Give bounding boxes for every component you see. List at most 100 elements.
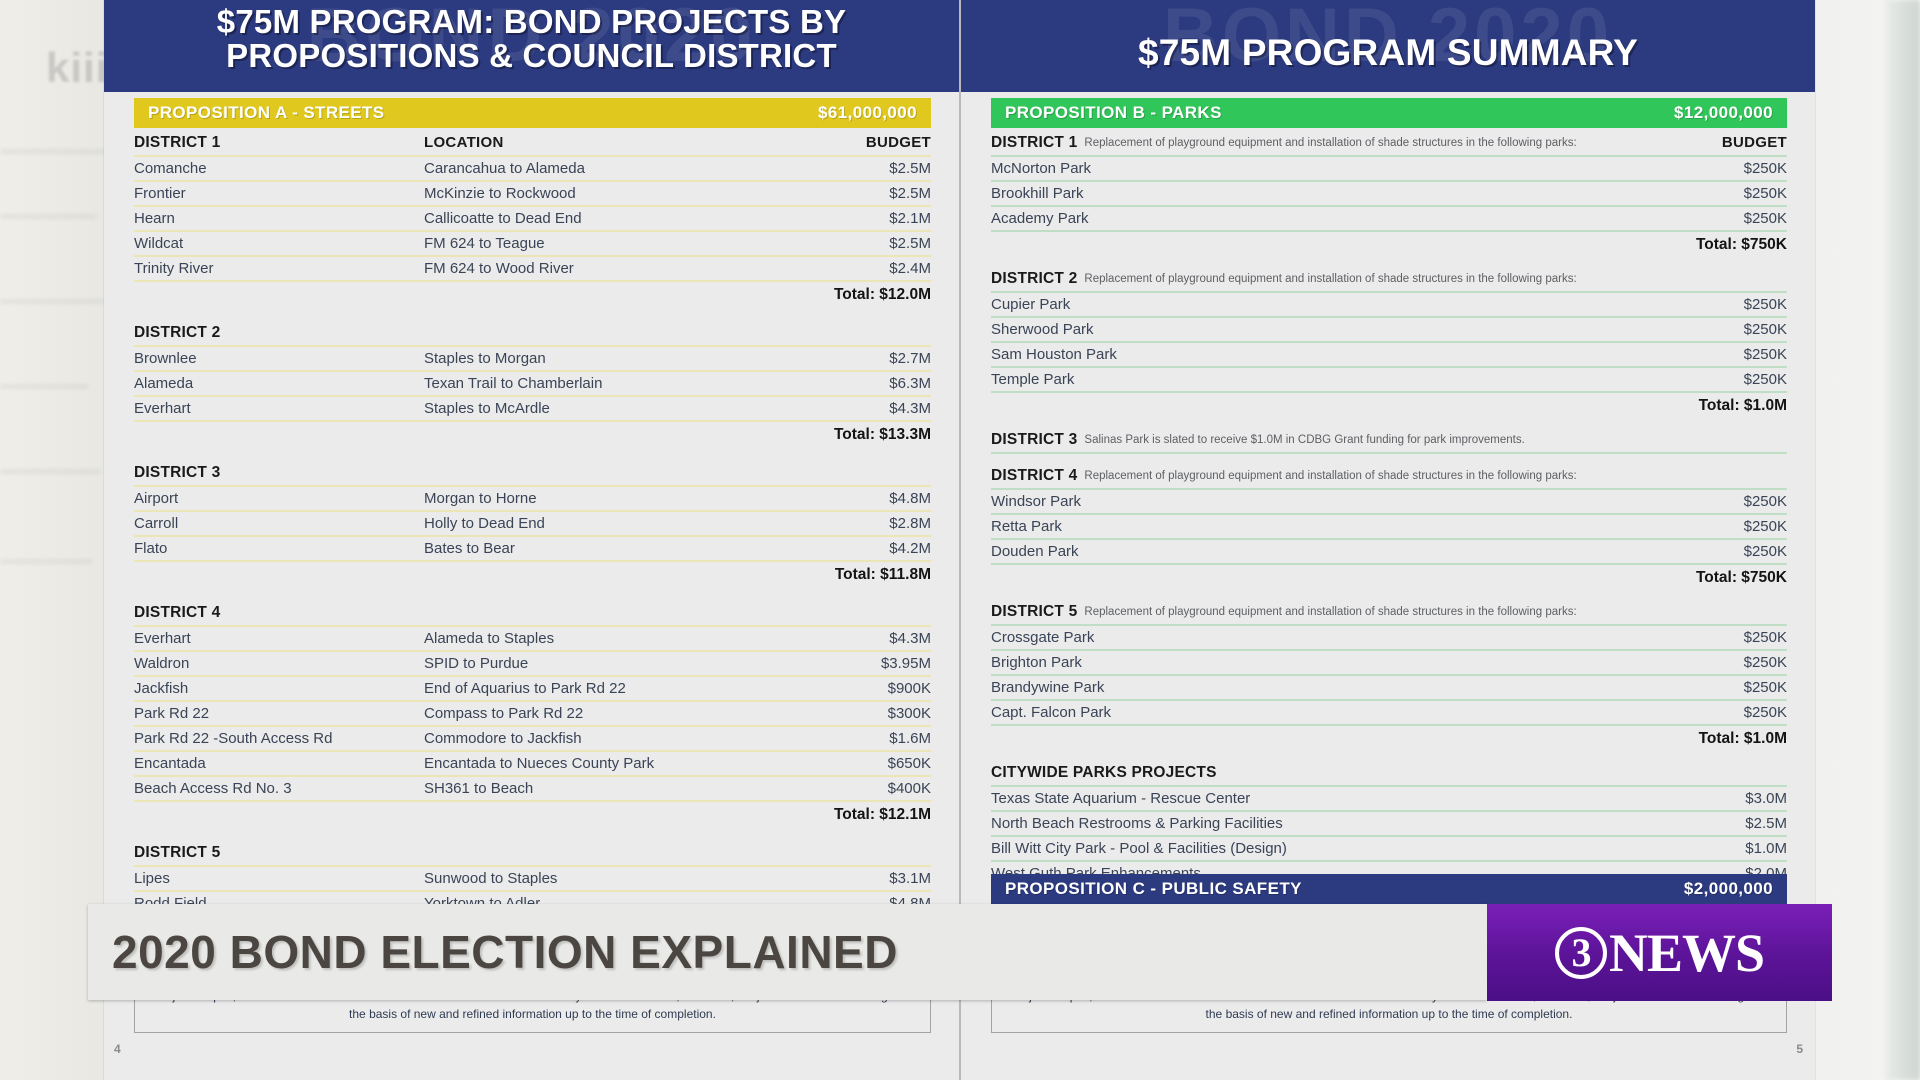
- proposition-a-amount: $61,000,000: [818, 103, 917, 122]
- table-row: Capt. Falcon Park $250K: [991, 701, 1787, 726]
- proposition-c-label: PROPOSITION C - PUBLIC SAFETY: [1005, 879, 1302, 898]
- table-row: Trinity River FM 624 to Wood River $2.4M: [134, 257, 931, 282]
- park-name: Sam Houston Park: [991, 346, 1117, 363]
- table-row: Brandywine Park $250K: [991, 676, 1787, 701]
- street-name: Comanche: [134, 160, 207, 177]
- street-budget: $3.1M: [889, 870, 931, 887]
- district-label: DISTRICT 1: [134, 133, 221, 151]
- street-location: Carancahua to Alameda: [424, 160, 585, 177]
- table-row: Windsor Park $250K: [991, 490, 1787, 515]
- slide-page-left: BOND 2020 $75M PROGRAM: BOND PROJECTS BY…: [104, 0, 959, 1080]
- park-budget: $250K: [1743, 371, 1787, 388]
- district-total-row: Total: $750K: [991, 232, 1787, 257]
- street-location: Morgan to Horne: [424, 490, 537, 507]
- chyron-banner: 2020 BOND ELECTION EXPLAINED: [88, 904, 1487, 1000]
- right-title: $75M PROGRAM SUMMARY: [1137, 32, 1639, 73]
- district-label: DISTRICT 2: [134, 323, 221, 341]
- street-location: Bates to Bear: [424, 540, 515, 557]
- table-row: Jackfish End of Aquarius to Park Rd 22 $90…: [134, 677, 931, 702]
- street-location: FM 624 to Teague: [424, 235, 545, 252]
- table-row: Brighton Park $250K: [991, 651, 1787, 676]
- district-total-row: Total: $1.0M: [991, 393, 1787, 418]
- presentation-deck: BOND 2020 $75M PROGRAM: BOND PROJECTS BY…: [104, 0, 1815, 1080]
- table-row: Waldron SPID to Purdue $3.95M: [134, 652, 931, 677]
- street-name: Airport: [134, 490, 179, 507]
- street-location: Alameda to Staples: [424, 630, 555, 647]
- park-name: Windsor Park: [991, 493, 1082, 510]
- street-budget: $1.6M: [889, 730, 931, 747]
- district-header-row: DISTRICT 1 Replacement of playground equi…: [991, 130, 1787, 157]
- proposition-b-label: PROPOSITION B - PARKS: [1005, 103, 1222, 122]
- table-row: Lipes Sunwood to Staples $3.1M: [134, 867, 931, 892]
- table-row: Crossgate Park $250K: [991, 626, 1787, 651]
- street-name: Alameda: [134, 375, 194, 392]
- table-row: Sam Houston Park $250K: [991, 343, 1787, 368]
- park-name: North Beach Restrooms & Parking Faciliti…: [991, 815, 1283, 832]
- table-row: Park Rd 22 -South Access Rd Commodore to …: [134, 727, 931, 752]
- logo-circle-three: 3: [1554, 926, 1607, 979]
- district-total-row: Total: $12.0M: [134, 282, 931, 307]
- street-budget: $900K: [887, 680, 931, 697]
- park-name: Brookhill Park: [991, 185, 1084, 202]
- district-header-row: DISTRICT 2 Replacement of playground equi…: [991, 266, 1787, 293]
- district-total-row: Total: $13.3M: [134, 422, 931, 447]
- street-budget: $2.5M: [889, 185, 931, 202]
- street-budget: $4.8M: [889, 490, 931, 507]
- page-divider: [959, 0, 961, 1080]
- network-logo: 3 NEWS: [1487, 904, 1832, 1001]
- street-budget: $2.7M: [889, 350, 931, 367]
- table-row: Carroll Holly to Dead End $2.8M: [134, 512, 931, 537]
- logo-word-news: NEWS: [1608, 922, 1765, 983]
- district-note: Salinas Park is slated to receive $1.0M …: [1084, 433, 1525, 446]
- street-name: Hearn: [134, 210, 175, 227]
- table-row: Beach Access Rd No. 3 SH361 to Beach $400K: [134, 777, 931, 802]
- park-budget: $250K: [1743, 679, 1787, 696]
- table-row: Everhart Staples to McArdle $4.3M: [134, 397, 931, 422]
- ghost-title-right: BOND 2020: [1163, 0, 1613, 78]
- park-budget: $250K: [1743, 704, 1787, 721]
- district-header-row: DISTRICT 3: [134, 460, 931, 487]
- street-name: Everhart: [134, 630, 191, 647]
- district-total: Total: $1.0M: [1698, 729, 1787, 747]
- district-total: Total: $750K: [1695, 235, 1787, 253]
- table-row: McNorton Park $250K: [991, 157, 1787, 182]
- street-budget: $4.3M: [889, 630, 931, 647]
- table-row: Brownlee Staples to Morgan $2.7M: [134, 347, 931, 372]
- park-name: Sherwood Park: [991, 321, 1094, 338]
- street-name: Trinity River: [134, 260, 214, 277]
- street-budget: $6.3M: [889, 375, 931, 392]
- table-row: Douden Park $250K: [991, 540, 1787, 565]
- table-row: Texas State Aquarium - Rescue Center $3.0…: [991, 787, 1787, 812]
- street-location: Staples to McArdle: [424, 400, 550, 417]
- proposition-b-bar: PROPOSITION B - PARKS $12,000,000: [991, 98, 1787, 128]
- street-location: SH361 to Beach: [424, 780, 534, 797]
- street-location: Compass to Park Rd 22: [424, 705, 584, 722]
- district-total: Total: $13.3M: [833, 425, 931, 443]
- park-name: Texas State Aquarium - Rescue Center: [991, 790, 1251, 807]
- street-name: Beach Access Rd No. 3: [134, 780, 292, 797]
- park-budget: $250K: [1743, 518, 1787, 535]
- park-name: Brighton Park: [991, 654, 1082, 671]
- district-label: DISTRICT 5: [991, 602, 1078, 620]
- table-row: Frontier McKinzie to Rockwood $2.5M: [134, 182, 931, 207]
- street-budget: $2.1M: [889, 210, 931, 227]
- district-header-row: DISTRICT 4: [134, 600, 931, 627]
- park-budget: $1.0M: [1745, 840, 1787, 857]
- district-header-row: DISTRICT 4 Replacement of playground equi…: [991, 463, 1787, 490]
- table-row: Wildcat FM 624 to Teague $2.5M: [134, 232, 931, 257]
- street-name: Park Rd 22: [134, 705, 210, 722]
- table-row: Encantada Encantada to Nueces County Park…: [134, 752, 931, 777]
- table-row: North Beach Restrooms & Parking Faciliti…: [991, 812, 1787, 837]
- table-row: Academy Park $250K: [991, 207, 1787, 232]
- district-label: DISTRICT 4: [991, 466, 1078, 484]
- street-location: Holly to Dead End: [424, 515, 545, 532]
- street-location: Texan Trail to Chamberlain: [424, 375, 603, 392]
- park-name: Bill Witt City Park - Pool & Facilities …: [991, 840, 1287, 857]
- ghost-title-left: BOND 2020: [306, 0, 757, 78]
- street-name: Brownlee: [134, 350, 197, 367]
- street-location: Commodore to Jackfish: [424, 730, 582, 747]
- table-row: Comanche Carancahua to Alameda $2.5M: [134, 157, 931, 182]
- table-row: Brookhill Park $250K: [991, 182, 1787, 207]
- left-title-band: BOND 2020 $75M PROGRAM: BOND PROJECTS BY…: [104, 0, 959, 92]
- district-label: DISTRICT 5: [134, 843, 221, 861]
